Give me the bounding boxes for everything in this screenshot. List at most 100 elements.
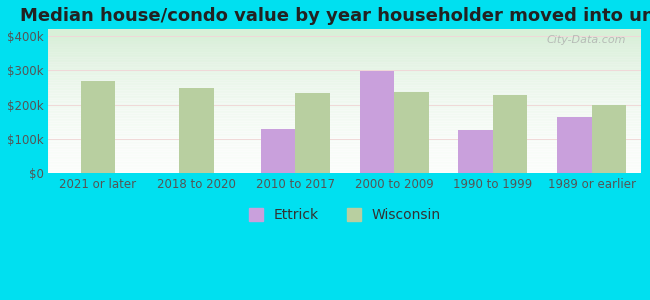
Bar — [49, 124, 641, 125]
Bar — [49, 161, 641, 162]
Bar — [49, 115, 641, 116]
Bar — [49, 93, 641, 94]
Bar — [49, 165, 641, 166]
Bar — [49, 114, 641, 115]
Bar — [49, 120, 641, 121]
Bar — [179, 88, 214, 173]
Bar — [49, 86, 641, 87]
Bar — [49, 145, 641, 146]
Bar — [49, 106, 641, 107]
Bar — [49, 44, 641, 45]
Bar — [49, 110, 641, 111]
Bar — [49, 68, 641, 69]
Bar — [49, 169, 641, 170]
Bar — [49, 116, 641, 117]
Bar — [49, 70, 641, 71]
Bar — [49, 137, 641, 138]
Bar — [49, 67, 641, 68]
Bar — [49, 62, 641, 63]
Bar — [49, 104, 641, 105]
Bar — [49, 39, 641, 40]
Bar — [394, 92, 429, 173]
Bar — [49, 138, 641, 139]
Bar — [49, 96, 641, 97]
Bar — [49, 157, 641, 158]
Bar — [49, 79, 641, 80]
Bar — [458, 130, 493, 173]
Bar — [49, 95, 641, 96]
Bar — [49, 89, 641, 90]
Bar — [49, 111, 641, 112]
Text: City-Data.com: City-Data.com — [547, 35, 626, 45]
Bar — [49, 101, 641, 102]
Bar — [49, 81, 641, 82]
Bar — [49, 105, 641, 106]
Bar — [49, 149, 641, 150]
Bar — [49, 84, 641, 85]
Bar — [49, 117, 641, 118]
Bar — [49, 155, 641, 156]
Bar — [81, 81, 115, 173]
Bar — [49, 64, 641, 65]
Bar — [261, 128, 295, 173]
Bar — [49, 141, 641, 142]
Bar — [49, 60, 641, 61]
Bar — [49, 113, 641, 114]
Bar — [49, 61, 641, 62]
Bar — [49, 92, 641, 93]
Bar — [49, 29, 641, 30]
Bar — [49, 58, 641, 59]
Bar — [49, 45, 641, 46]
Bar — [49, 134, 641, 135]
Bar — [49, 158, 641, 159]
Bar — [49, 170, 641, 171]
Bar — [49, 142, 641, 143]
Bar — [49, 46, 641, 47]
Bar — [49, 80, 641, 81]
Bar — [49, 40, 641, 41]
Bar — [49, 153, 641, 154]
Bar — [49, 88, 641, 89]
Bar — [49, 59, 641, 60]
Bar — [49, 94, 641, 95]
Bar — [49, 125, 641, 126]
Bar — [49, 102, 641, 103]
Bar — [49, 43, 641, 44]
Bar — [49, 167, 641, 168]
Bar — [49, 41, 641, 42]
Bar — [49, 69, 641, 70]
Bar — [49, 107, 641, 108]
Bar — [49, 35, 641, 36]
Bar — [49, 54, 641, 55]
Bar — [49, 168, 641, 169]
Bar — [49, 109, 641, 110]
Bar — [49, 118, 641, 119]
Bar — [49, 122, 641, 123]
Bar — [49, 121, 641, 122]
Bar — [49, 151, 641, 152]
Bar — [49, 140, 641, 141]
Bar — [49, 51, 641, 52]
Bar — [49, 128, 641, 129]
Bar — [49, 50, 641, 51]
Bar — [49, 118, 641, 119]
Bar — [49, 129, 641, 130]
Bar — [49, 123, 641, 124]
Bar — [49, 49, 641, 50]
Bar — [49, 97, 641, 98]
Bar — [49, 72, 641, 73]
Bar — [49, 91, 641, 92]
Bar — [49, 135, 641, 136]
Bar — [49, 57, 641, 58]
Bar — [49, 31, 641, 32]
Bar — [49, 36, 641, 37]
Bar — [493, 95, 527, 173]
Bar — [49, 66, 641, 67]
Bar — [49, 53, 641, 54]
Bar — [49, 147, 641, 148]
Bar — [49, 78, 641, 79]
Bar — [49, 126, 641, 127]
Bar — [49, 103, 641, 104]
Bar — [49, 146, 641, 147]
Bar — [49, 98, 641, 99]
